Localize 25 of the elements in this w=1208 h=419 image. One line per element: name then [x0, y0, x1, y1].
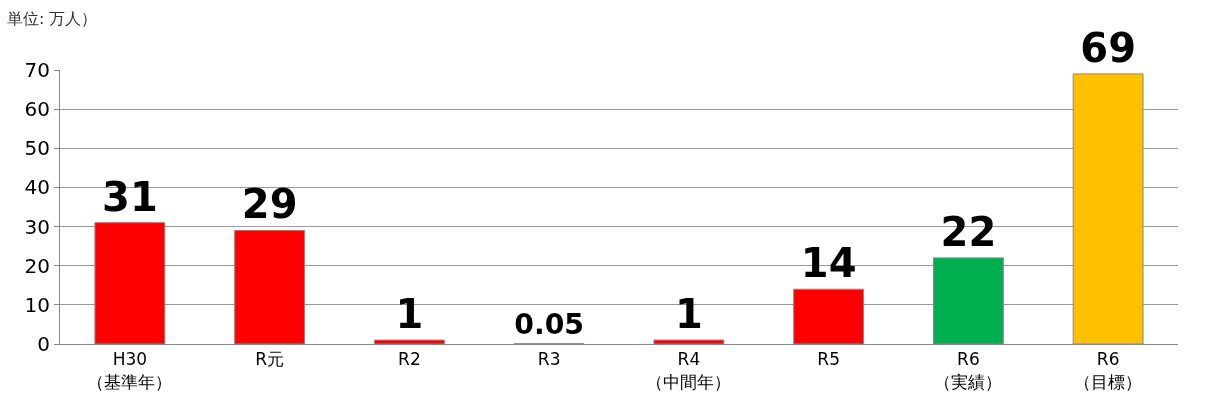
- x-tick-label: R4 （中間年）: [646, 349, 732, 392]
- y-tick-label: 30: [24, 214, 50, 239]
- x-tick-label: R6 （目標）: [1074, 349, 1143, 392]
- data-label: 69: [1080, 24, 1136, 71]
- x-tick-label: R2: [398, 349, 421, 370]
- y-tick-label: 50: [24, 136, 50, 161]
- x-tick-label: R3: [537, 349, 561, 370]
- y-tick-label: 10: [24, 292, 50, 317]
- x-tick-label: R元: [255, 349, 285, 370]
- x-tick-label: R6 （実績）: [934, 349, 1003, 392]
- y-tick-label: 0: [37, 332, 50, 356]
- y-tick-label: 40: [24, 175, 50, 200]
- data-label: 31: [102, 173, 158, 220]
- data-label: 0.05: [514, 308, 585, 342]
- x-tick-label: R5: [817, 349, 840, 370]
- data-label: 29: [241, 181, 298, 228]
- data-label: 1: [674, 291, 703, 338]
- y-tick-label: 60: [24, 97, 50, 122]
- y-tick-label: 20: [24, 253, 50, 278]
- data-label: 22: [940, 208, 997, 255]
- y-tick-label: 70: [24, 58, 50, 82]
- text: 単位: 万人）: [7, 9, 98, 28]
- data-label: 1: [395, 291, 424, 338]
- x-tick-label: H30 （基準年）: [87, 349, 173, 392]
- data-label: 14: [800, 240, 857, 287]
